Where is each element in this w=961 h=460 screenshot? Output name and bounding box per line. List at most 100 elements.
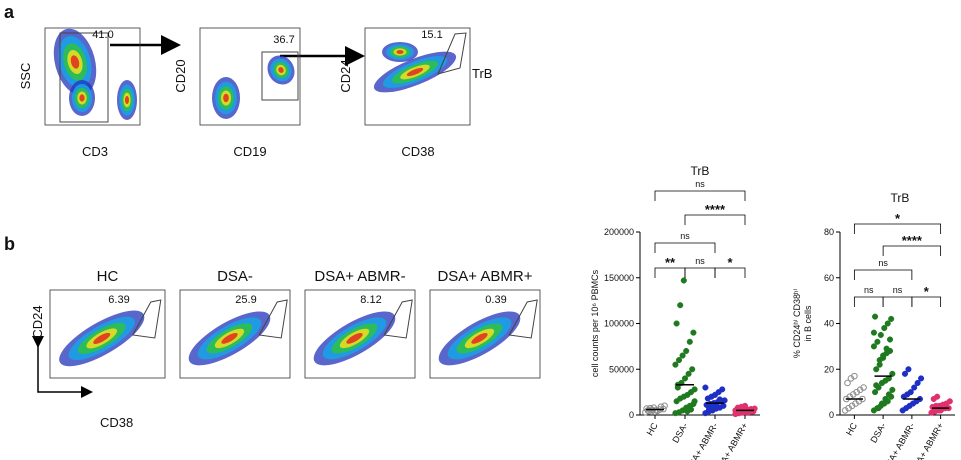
- plot-frame: [49, 289, 166, 379]
- data-point: [844, 379, 851, 387]
- data-point: [885, 391, 892, 398]
- significance-label: ns: [893, 285, 903, 295]
- data-point: [873, 366, 880, 373]
- plot-frame: [364, 27, 471, 126]
- data-point: [884, 320, 891, 327]
- data-point: [905, 366, 912, 373]
- data-point: [686, 338, 693, 345]
- density-blob: [382, 42, 418, 62]
- data-point: [889, 370, 896, 377]
- data-point: [876, 357, 883, 364]
- data-point: [889, 386, 896, 393]
- density-blob: [53, 28, 97, 96]
- data-point: [907, 389, 914, 396]
- data-point: [870, 329, 877, 336]
- significance-label: ns: [680, 231, 690, 241]
- gate: [258, 299, 288, 339]
- data-point: [677, 302, 684, 309]
- data-point: [881, 325, 888, 332]
- significance-bracket: [654, 190, 746, 201]
- y-tick-label: 80: [824, 227, 834, 237]
- plot-title: HC: [97, 268, 119, 285]
- gate: [383, 299, 413, 339]
- significance-bracket: [882, 296, 913, 307]
- axis-arrows: [32, 336, 93, 398]
- chart-title: TrB: [891, 191, 910, 205]
- density-blob: [59, 310, 145, 367]
- data-point: [872, 313, 879, 320]
- y-tick-label: 40: [824, 319, 834, 329]
- significance-bracket: [853, 223, 942, 234]
- significance-label: ****: [705, 202, 726, 217]
- gate-percent: 6.39: [108, 294, 129, 306]
- data-point: [749, 408, 756, 415]
- density-blob: [117, 80, 137, 120]
- data-point: [901, 370, 909, 377]
- data-point: [702, 384, 709, 391]
- y-tick-label: 200000: [604, 227, 634, 237]
- y-axis-label: SSC: [18, 63, 33, 90]
- data-point: [860, 384, 867, 391]
- y-axis-label: in B cells: [803, 305, 813, 342]
- data-point: [739, 406, 746, 413]
- density-level: [221, 333, 238, 344]
- data-point: [719, 386, 726, 393]
- gate: [508, 299, 538, 339]
- significance-bracket: [684, 267, 716, 278]
- density-level: [223, 93, 229, 103]
- density-blob: [267, 55, 295, 85]
- density-blob: [438, 311, 521, 366]
- x-axis-label: CD38: [100, 415, 133, 430]
- gate-percent: 25.9: [235, 294, 256, 306]
- x-tick-label: HC: [645, 421, 660, 438]
- plot-frame: [429, 289, 541, 379]
- plot-frame: [44, 27, 141, 126]
- plot-title: DSA+ ABMR+: [437, 268, 532, 285]
- y-tick-label: 100000: [604, 319, 634, 329]
- data-point: [690, 329, 697, 336]
- gate-percent: 0.39: [485, 294, 506, 306]
- data-point: [886, 336, 894, 343]
- data-point: [882, 395, 889, 403]
- panel-label: a: [4, 2, 15, 22]
- gate-percent: 15.1: [421, 29, 442, 41]
- density-blob: [69, 80, 95, 116]
- significance-label: ****: [902, 233, 923, 248]
- density-blob: [373, 51, 457, 93]
- data-point: [679, 352, 686, 359]
- significance-bracket: [714, 267, 746, 278]
- gate: [132, 299, 162, 339]
- panel-label: b: [4, 234, 15, 254]
- chart-title: TrB: [691, 164, 710, 178]
- data-point: [716, 396, 723, 403]
- data-point: [681, 375, 689, 382]
- gate-percent: 8.12: [360, 294, 381, 306]
- significance-bracket: [911, 296, 942, 307]
- gate-percent: 36.7: [273, 34, 294, 46]
- data-point: [713, 400, 720, 408]
- data-point: [675, 357, 683, 364]
- significance-label: *: [895, 211, 901, 226]
- data-point: [888, 315, 895, 322]
- data-point: [672, 361, 679, 368]
- data-point: [877, 331, 884, 338]
- density-blob: [212, 77, 240, 119]
- y-axis-label: % CD24ʰⁱ CD38ʰⁱ: [792, 289, 802, 359]
- data-point: [851, 372, 858, 380]
- density-level: [70, 55, 80, 69]
- density-level: [396, 50, 404, 54]
- density-blob: [188, 311, 271, 366]
- y-axis-label: CD20: [173, 59, 188, 92]
- x-tick-label: DSA-: [670, 421, 689, 445]
- data-point: [661, 402, 668, 410]
- data-point: [875, 405, 882, 412]
- data-point: [870, 343, 877, 350]
- y-tick-label: 60: [824, 273, 834, 283]
- data-point: [687, 406, 695, 413]
- data-point: [691, 398, 698, 405]
- data-point: [873, 382, 880, 389]
- y-tick-label: 20: [824, 364, 834, 374]
- gate-percent: 41.0: [92, 29, 113, 41]
- significance-bracket: [882, 245, 942, 256]
